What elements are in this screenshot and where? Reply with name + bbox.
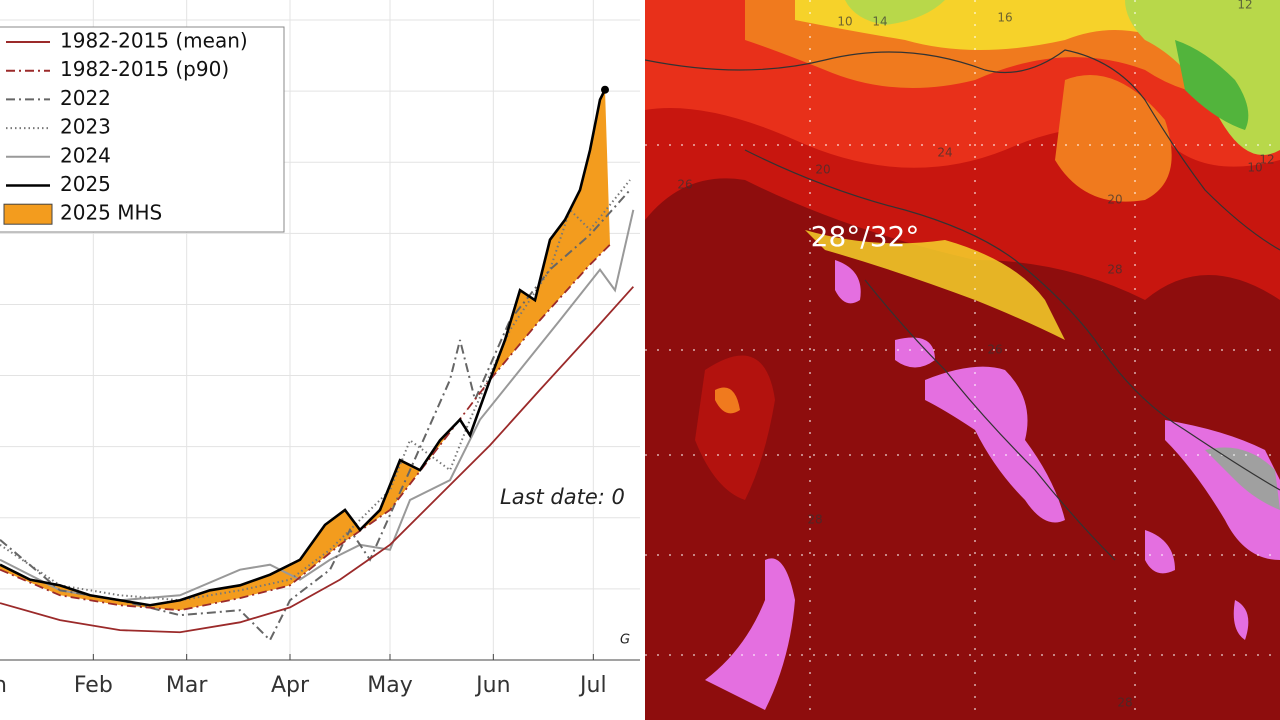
yellow-band [805,230,1065,340]
legend-box [0,26,285,233]
series-line [0,189,631,642]
legend-label: 2022 [60,86,111,110]
map-grid [645,0,1280,720]
contour-label: 28 [1117,696,1132,710]
orange-patch [1055,75,1172,202]
legend-swatch [3,203,53,225]
x-tick-label: Mar [166,673,208,698]
contour-label: 14 [872,15,887,29]
borders [645,49,1280,561]
contour-label: 12 [1259,153,1274,167]
series-line [0,286,635,634]
series-line [0,244,611,612]
x-tick-label: Feb [74,673,113,698]
contour-label: 28 [1107,263,1122,277]
annotation: Last date: 0 [500,485,625,509]
green-core [1175,40,1249,130]
contour-label: 28 [807,513,822,527]
grey-region [1205,447,1280,510]
contour-label: 16 [997,11,1012,25]
chart: Jan Feb Mar Apr May Jun Jul Last date: 0 G 1982-… [0,0,640,698]
x-tick-label: Apr [271,673,310,698]
x-tick-label: May [367,673,412,698]
contour-label: 26 [677,178,692,192]
legend-label: 1982-2015 (p90) [60,57,229,81]
legend: 1982-2015 (mean) 1982-2015 (p90) 2022 2023 2… [0,26,285,233]
contour-label: 26 [987,343,1002,357]
corsica-hot [715,387,740,414]
legend-label: 2025 [60,172,111,196]
series-line [0,209,635,602]
map-label: 28°/32° [811,220,920,253]
contour-label: 20 [815,163,830,177]
end-marker [601,85,609,94]
legend-label: 1982-2015 (mean) [60,29,248,53]
series-line [0,89,607,607]
contour-label: 12 [1237,0,1252,12]
contour-label: 10 [1247,161,1262,175]
x-tick-label: Jun [474,673,510,698]
legend-label: 2024 [60,143,111,167]
contour-label: 10 [837,15,852,29]
legend-label: 2023 [60,115,111,139]
green-region [845,0,1280,155]
contour-label: 24 [937,146,952,160]
legend-label: 2025 MHS [60,201,162,225]
x-tick-label: Jul [578,673,607,698]
x-tick-label: Jan [0,673,7,698]
contour-label: 20 [1107,193,1122,207]
extreme-heat-region [705,260,1280,710]
annotation: G [620,633,630,648]
